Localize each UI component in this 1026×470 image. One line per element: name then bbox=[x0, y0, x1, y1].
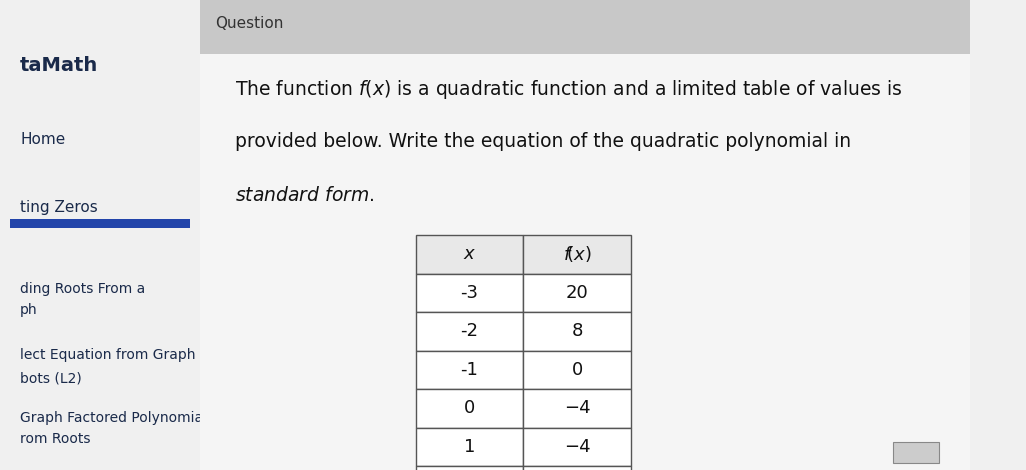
Bar bbox=[523, 312, 631, 351]
Text: 0: 0 bbox=[464, 400, 475, 417]
Bar bbox=[10, 219, 190, 228]
Text: provided below. Write the equation of the quadratic polynomial in: provided below. Write the equation of th… bbox=[235, 132, 851, 150]
Bar bbox=[523, 274, 631, 312]
Text: taMath: taMath bbox=[21, 56, 98, 75]
Bar bbox=[416, 389, 523, 428]
Text: bots (L2): bots (L2) bbox=[21, 371, 82, 385]
Text: −4: −4 bbox=[564, 400, 590, 417]
Text: $x$: $x$ bbox=[463, 245, 476, 263]
Bar bbox=[416, 466, 523, 470]
Text: 8: 8 bbox=[571, 322, 583, 340]
Text: Question: Question bbox=[215, 16, 284, 31]
Text: ph: ph bbox=[21, 303, 38, 317]
Text: 1: 1 bbox=[464, 438, 475, 456]
Text: $f\!(x)$: $f\!(x)$ bbox=[563, 244, 591, 264]
Text: −4: −4 bbox=[564, 438, 590, 456]
Text: ting Zeros: ting Zeros bbox=[21, 200, 97, 215]
Text: ding Roots From a: ding Roots From a bbox=[21, 282, 146, 296]
Text: lect Equation from Graph: lect Equation from Graph bbox=[21, 348, 196, 362]
Bar bbox=[523, 428, 631, 466]
Text: -1: -1 bbox=[461, 361, 478, 379]
Text: $\mathit{standard\ form.}$: $\mathit{standard\ form.}$ bbox=[235, 186, 374, 204]
Bar bbox=[523, 235, 631, 274]
Text: 20: 20 bbox=[565, 284, 589, 302]
Bar bbox=[200, 54, 970, 470]
Bar bbox=[523, 466, 631, 470]
Bar bbox=[416, 351, 523, 389]
Bar bbox=[416, 428, 523, 466]
Text: -2: -2 bbox=[461, 322, 478, 340]
Text: rom Roots: rom Roots bbox=[21, 432, 90, 446]
Text: Home: Home bbox=[21, 132, 66, 147]
Bar bbox=[523, 351, 631, 389]
Bar bbox=[416, 312, 523, 351]
Text: -3: -3 bbox=[461, 284, 478, 302]
Text: The function $f(x)$ is a quadratic function and a limited table of values is: The function $f(x)$ is a quadratic funct… bbox=[235, 78, 903, 101]
Bar bbox=[416, 274, 523, 312]
Text: 0: 0 bbox=[571, 361, 583, 379]
Bar bbox=[416, 235, 523, 274]
Bar bbox=[200, 0, 970, 54]
Bar bbox=[523, 389, 631, 428]
FancyBboxPatch shape bbox=[893, 442, 939, 463]
Text: Graph Factored Polynomial: Graph Factored Polynomial bbox=[21, 411, 207, 425]
